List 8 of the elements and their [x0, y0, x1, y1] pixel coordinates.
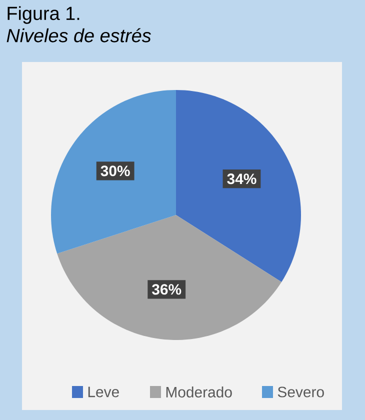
data-label: 34%: [227, 174, 256, 184]
chart-subtitle: Niveles de estrés: [6, 28, 151, 42]
chart-title: Figura 1.: [8, 6, 80, 24]
legend-label: Leve: [88, 386, 119, 398]
legend-label: Severo: [278, 386, 324, 398]
legend-label: Moderado: [166, 386, 232, 398]
data-label: 36%: [152, 284, 182, 295]
data-label: 30%: [100, 166, 130, 176]
